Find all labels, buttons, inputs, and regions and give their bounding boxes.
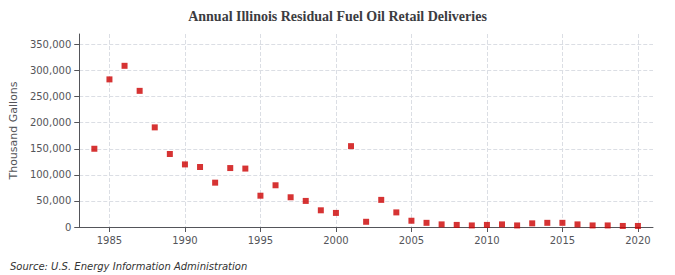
svg-text:Annual Illinois Residual Fuel: Annual Illinois Residual Fuel Oil Retail… (188, 9, 487, 24)
svg-text:50,000: 50,000 (36, 195, 71, 206)
svg-text:250,000: 250,000 (30, 91, 71, 102)
svg-text:150,000: 150,000 (30, 143, 71, 154)
svg-text:2000: 2000 (323, 235, 348, 246)
svg-text:Source: U.S. Energy Informatio: Source: U.S. Energy Information Administ… (10, 261, 247, 272)
svg-text:200,000: 200,000 (30, 117, 71, 128)
svg-text:300,000: 300,000 (30, 65, 71, 76)
svg-text:1985: 1985 (97, 235, 122, 246)
svg-text:2015: 2015 (550, 235, 575, 246)
svg-text:0: 0 (65, 222, 71, 233)
svg-text:2005: 2005 (399, 235, 424, 246)
svg-text:Thousand Gallons: Thousand Gallons (7, 81, 20, 180)
svg-text:100,000: 100,000 (30, 169, 71, 180)
svg-text:1995: 1995 (248, 235, 273, 246)
svg-text:1990: 1990 (172, 235, 197, 246)
svg-text:2020: 2020 (625, 235, 650, 246)
svg-text:350,000: 350,000 (30, 39, 71, 50)
svg-text:2010: 2010 (474, 235, 499, 246)
